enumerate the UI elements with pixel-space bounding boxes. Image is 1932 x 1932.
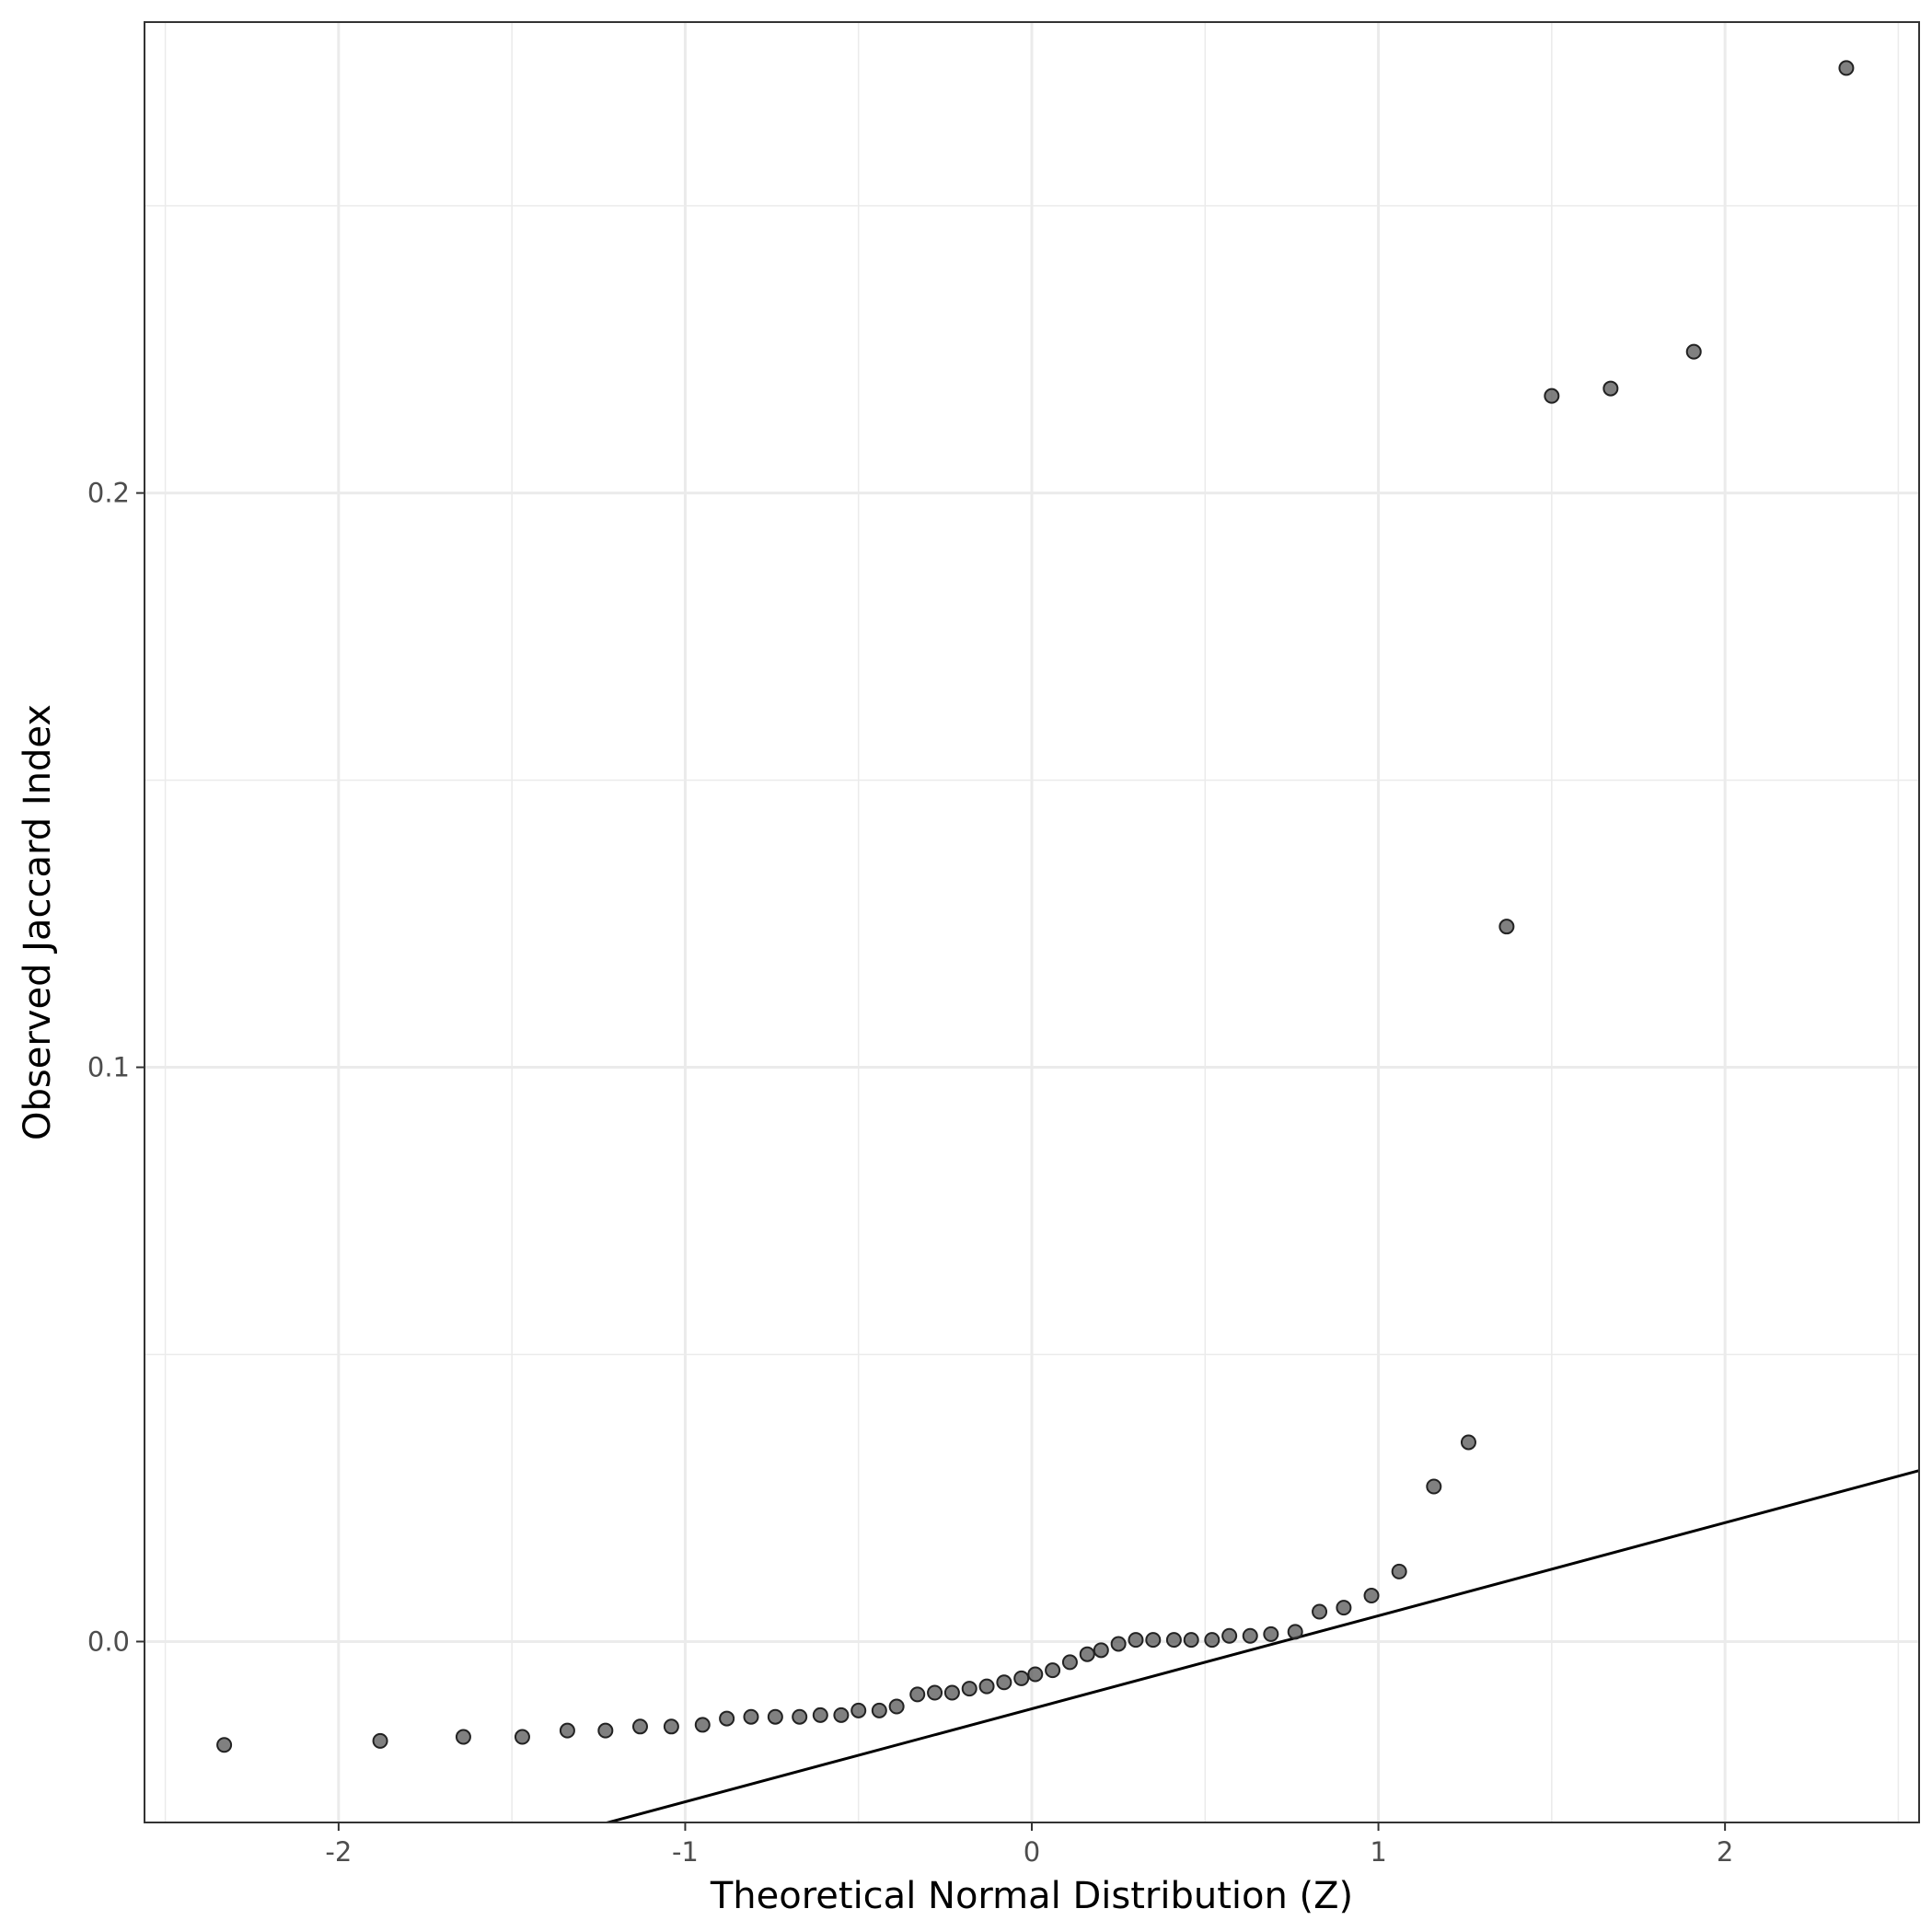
data-point [372, 1732, 388, 1749]
data-point [996, 1674, 1012, 1691]
data-point [1093, 1642, 1109, 1659]
data-point [514, 1729, 530, 1745]
y-tick-label: 0.2 [87, 478, 130, 509]
data-point [1145, 1632, 1162, 1649]
x-tick-label: 0 [1024, 1836, 1040, 1868]
data-point [216, 1737, 233, 1753]
data-point [1602, 380, 1619, 397]
data-point [1287, 1624, 1303, 1640]
data-point [1336, 1600, 1352, 1616]
y-tick-label: 0.1 [87, 1052, 130, 1083]
data-point [1165, 1632, 1182, 1649]
data-point [1838, 60, 1855, 76]
data-point [1027, 1666, 1044, 1683]
x-tick-label: 1 [1370, 1836, 1386, 1868]
x-tick-label: -1 [672, 1836, 699, 1868]
data-point [1204, 1632, 1221, 1649]
data-point [1183, 1632, 1199, 1649]
data-point [1460, 1434, 1476, 1451]
y-axis-title: Observed Jaccard Index [17, 704, 59, 1140]
data-point [631, 1718, 648, 1735]
data-point [961, 1681, 978, 1697]
data-point [909, 1686, 926, 1703]
data-point [927, 1684, 943, 1701]
data-point [1061, 1654, 1078, 1671]
data-point [1544, 388, 1560, 404]
data-point [888, 1698, 905, 1715]
data-point [597, 1722, 614, 1739]
x-tick-label: -2 [325, 1836, 352, 1868]
x-axis-ticks: -2 -1 0 1 2 [325, 1822, 1733, 1868]
data-point [767, 1708, 783, 1725]
data-point [1426, 1478, 1442, 1495]
data-point [1128, 1632, 1144, 1649]
data-point [871, 1702, 887, 1718]
y-tick-label: 0.0 [87, 1625, 130, 1657]
minor-gridlines [145, 22, 1919, 1822]
data-point [1221, 1627, 1238, 1644]
data-point [1685, 343, 1702, 360]
data-point [1013, 1670, 1030, 1686]
reference-line-group [602, 1469, 1919, 1822]
data-point [743, 1708, 759, 1725]
data-point [719, 1710, 735, 1727]
data-point [1263, 1625, 1279, 1642]
data-point [978, 1678, 995, 1695]
data-point [792, 1708, 808, 1725]
data-point [1498, 919, 1515, 935]
y-axis-ticks: 0.0 0.1 0.2 [87, 478, 145, 1657]
data-point [1110, 1636, 1127, 1652]
x-tick-label: 2 [1717, 1836, 1733, 1868]
data-point [943, 1684, 960, 1701]
data-points [216, 60, 1855, 1753]
qq-reference-line [602, 1469, 1919, 1822]
data-point [833, 1706, 850, 1723]
data-point [1045, 1662, 1061, 1679]
data-point [1312, 1603, 1328, 1620]
data-point [1391, 1563, 1407, 1579]
data-point [1079, 1646, 1095, 1662]
data-point [455, 1729, 471, 1745]
data-point [812, 1706, 828, 1723]
data-point [1363, 1588, 1380, 1604]
data-point [1242, 1627, 1258, 1644]
data-point [850, 1702, 867, 1718]
x-axis-title: Theoretical Normal Distribution (Z) [710, 1875, 1353, 1917]
data-point [559, 1722, 575, 1739]
major-gridlines [145, 22, 1919, 1822]
data-point [663, 1718, 679, 1735]
data-point [694, 1717, 711, 1733]
